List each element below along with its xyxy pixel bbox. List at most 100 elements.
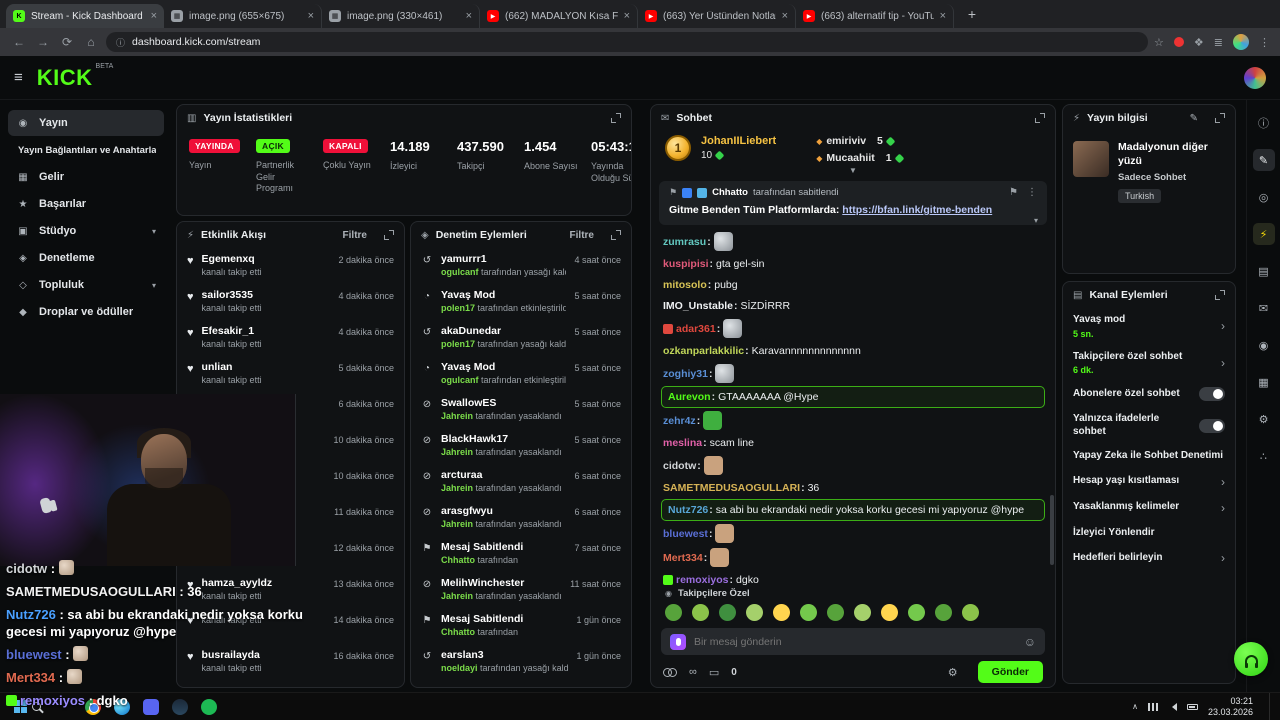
sidebar-item[interactable]: Denetleme ▾ xyxy=(8,245,164,271)
pinned-by[interactable]: Chhatto xyxy=(712,187,748,198)
back-icon[interactable]: ← xyxy=(13,35,25,49)
rail-button[interactable] xyxy=(1253,408,1275,430)
chat-username[interactable]: zoghiy31 xyxy=(663,366,712,382)
sidebar-item[interactable]: Yayın Bağlantıları ve Anahtarları ▾ xyxy=(8,137,164,163)
channel-action-item[interactable]: Abonelere özel sohbet › xyxy=(1063,381,1235,407)
chatters-icon[interactable] xyxy=(663,667,677,677)
network-icon[interactable] xyxy=(1147,702,1158,711)
event-user[interactable]: busrailayda xyxy=(201,649,260,661)
channel-action-item[interactable]: Yasaklanmış kelimeler › xyxy=(1063,495,1235,521)
new-tab-button[interactable]: + xyxy=(967,6,977,22)
quick-emote[interactable] xyxy=(719,604,736,621)
taskbar-app-icon[interactable] xyxy=(143,698,159,715)
rail-button[interactable] xyxy=(1253,186,1275,208)
channel-action-item[interactable]: Yalnızca ifadelerle sohbet › xyxy=(1063,407,1235,444)
home-icon[interactable]: ⌂ xyxy=(87,35,95,49)
chat-username[interactable]: ozkanparlakkilic xyxy=(663,343,749,359)
quick-emote[interactable] xyxy=(962,604,979,621)
quick-emote[interactable] xyxy=(773,604,790,621)
browser-tab[interactable]: image.png (655×675) × xyxy=(164,4,322,28)
moderation-target[interactable]: Mesaj Sabitlendi xyxy=(441,613,524,625)
quick-emote[interactable] xyxy=(935,604,952,621)
moderator-name[interactable]: Jahrein xyxy=(441,483,474,493)
stream-category[interactable]: Sadece Sohbet xyxy=(1118,172,1187,184)
infinity-icon[interactable]: ∞ xyxy=(689,666,697,678)
toggle-switch[interactable] xyxy=(1199,387,1225,401)
pinned-message[interactable]: ⚑ Chhatto tarafından sabitlendi ⚑ ⋮ Gitme… xyxy=(659,181,1047,226)
support-button[interactable] xyxy=(1234,642,1268,676)
moderation-target[interactable]: earslan3 xyxy=(441,649,484,661)
kick-logo[interactable]: KICK xyxy=(36,64,93,90)
sidebar-item[interactable]: Yayın ▾ xyxy=(8,110,164,136)
collapse-icon[interactable]: ▾ xyxy=(1033,216,1038,226)
chat-username[interactable]: kuspipisi xyxy=(663,256,713,272)
forward-icon[interactable]: → xyxy=(37,35,49,49)
expand-icon[interactable] xyxy=(611,113,621,123)
leader-name[interactable]: emiriviv xyxy=(826,135,867,147)
rail-button[interactable] xyxy=(1253,445,1275,467)
chat-input-wrapper[interactable]: ☺ xyxy=(661,628,1045,655)
rail-button[interactable] xyxy=(1253,334,1275,356)
moderator-name[interactable]: Jahrein xyxy=(441,591,474,601)
sidebar-item[interactable]: Droplar ve ödüller ▾ xyxy=(8,299,164,325)
quick-emote[interactable] xyxy=(746,604,763,621)
browser-tab[interactable]: (663) alternatif tip - YouTube × xyxy=(796,4,954,28)
channel-action-item[interactable]: Yapay Zeka ile Sohbet Denetimi › xyxy=(1063,444,1235,469)
chat-username[interactable]: zumrasu xyxy=(663,234,711,250)
moderation-target[interactable]: Yavaş Mod xyxy=(441,361,496,373)
chat-username[interactable]: Aurevon xyxy=(668,389,715,405)
quick-emote[interactable] xyxy=(854,604,871,621)
start-button[interactable] xyxy=(14,700,20,706)
chat-scrollbar[interactable] xyxy=(1050,495,1054,566)
chat-username[interactable]: Mert334 xyxy=(663,550,707,566)
event-user[interactable]: Efesakir_1 xyxy=(201,325,255,337)
moderator-name[interactable]: polen17 xyxy=(441,339,476,349)
rail-button[interactable] xyxy=(1252,223,1275,245)
moderation-target[interactable]: akaDunedar xyxy=(441,325,502,337)
user-avatar[interactable] xyxy=(1244,66,1266,89)
address-bar[interactable]: ⓘ dashboard.kick.com/stream xyxy=(106,32,1149,52)
channel-action-item[interactable]: İzleyici Yönlendir › xyxy=(1063,521,1235,546)
moderator-name[interactable]: Jahrein xyxy=(441,411,474,421)
event-user[interactable]: hamza_ayyldz xyxy=(201,577,273,589)
moderator-name[interactable]: noeldayi xyxy=(441,663,478,673)
chat-username[interactable]: cidotw xyxy=(663,458,701,474)
taskbar-app-icon[interactable] xyxy=(114,698,130,715)
chat-username[interactable]: zehr4z xyxy=(663,413,700,429)
quick-emote[interactable] xyxy=(665,604,682,621)
more-vertical-icon[interactable]: ⋮ xyxy=(1027,187,1037,198)
sidebar-item[interactable]: Gelir ▾ xyxy=(8,164,164,190)
site-info-icon[interactable]: ⓘ xyxy=(116,37,126,48)
collapse-leaderboard-icon[interactable]: ▼ xyxy=(849,166,857,175)
tab-close-icon[interactable]: × xyxy=(465,10,472,22)
browser-tab[interactable]: image.png (330×461) × xyxy=(322,4,480,28)
tab-close-icon[interactable]: × xyxy=(781,10,788,22)
rail-button[interactable] xyxy=(1253,297,1275,319)
chat-username[interactable]: meslina xyxy=(663,435,707,451)
event-user[interactable]: Egemenxq xyxy=(201,253,255,265)
rail-button[interactable] xyxy=(1253,371,1275,393)
mic-icon[interactable] xyxy=(670,633,686,650)
gift-leaderboard[interactable]: 1 JohanIILiebert 10 ◆ emiriviv 5 ◆ Mucaahi… xyxy=(651,131,1055,166)
extensions-icon[interactable]: ❖ xyxy=(1193,36,1204,49)
moderator-name[interactable]: ogulcanf xyxy=(441,375,479,385)
quick-emote[interactable] xyxy=(908,604,925,621)
sidebar-item[interactable]: Stüdyo ▾ xyxy=(8,218,164,244)
edit-icon[interactable]: ✎ xyxy=(1189,112,1198,124)
volume-icon[interactable] xyxy=(1168,702,1177,711)
sidebar-item[interactable]: Başarılar ▾ xyxy=(8,191,164,217)
browser-menu-icon[interactable]: ⋮ xyxy=(1259,36,1270,49)
chat-message-list[interactable]: zumrasu kuspipisi gta gel-sin mitosol xyxy=(651,227,1055,585)
emoji-icon[interactable]: ☺ xyxy=(1023,634,1036,649)
chat-username[interactable]: IMO_Unstable xyxy=(663,298,738,314)
taskbar-app-icon[interactable] xyxy=(85,698,101,715)
chat-username[interactable]: SAMETMEDUSAOGULLARI xyxy=(663,480,805,496)
reload-icon[interactable]: ⟳ xyxy=(61,35,73,49)
keyboard-icon[interactable]: ▭ xyxy=(708,666,720,679)
quick-emote[interactable] xyxy=(827,604,844,621)
moderator-name[interactable]: Jahrein xyxy=(441,519,474,529)
channel-action-item[interactable]: Yavaş mod 5 sn. › xyxy=(1063,308,1235,345)
pinned-link[interactable]: https://bfan.link/gitme-benden xyxy=(842,204,993,216)
tab-close-icon[interactable]: × xyxy=(623,10,630,22)
leader-name[interactable]: JohanIILiebert xyxy=(701,135,777,147)
